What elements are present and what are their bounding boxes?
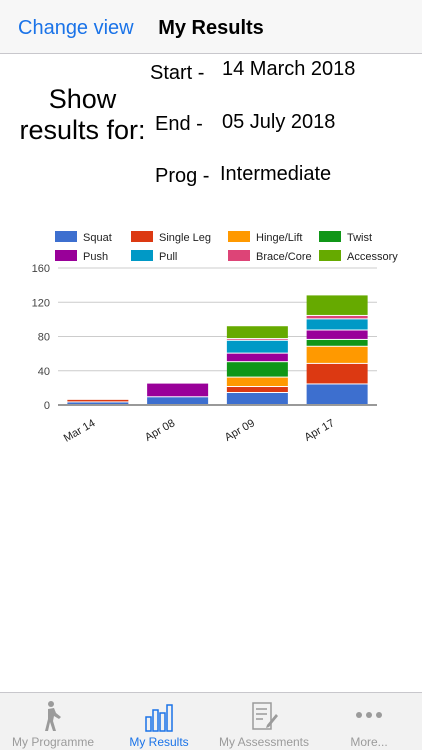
bar-segment	[306, 346, 368, 363]
results-chart-container: Squat Single Leg Hinge/Lift Twist Push Pull Br…	[0, 220, 422, 460]
y-tick-label: 120	[32, 297, 50, 309]
end-label: End -	[155, 113, 203, 135]
x-tick-label: Mar 14	[62, 417, 98, 445]
legend-label: Hinge/Lift	[256, 232, 302, 244]
tab-label-my-assessments: My Assessments	[218, 735, 310, 749]
tab-label-my-programme: My Programme	[11, 735, 94, 749]
bar-segment	[67, 399, 129, 402]
legend-swatch	[55, 231, 77, 242]
show-label-line2: results for:	[19, 115, 146, 145]
start-date-field[interactable]: 14 March 2018	[222, 58, 356, 80]
legend-swatch	[55, 250, 77, 261]
legend-swatch	[131, 250, 153, 261]
bar-segment	[226, 340, 288, 353]
bar-segment	[226, 387, 288, 393]
legend-label: Accessory	[347, 251, 398, 263]
show-results-label: Show results for:	[10, 84, 155, 146]
bar-segment	[306, 330, 368, 339]
tab-my-programme[interactable]: My Programme	[0, 693, 106, 751]
start-label: Start -	[150, 62, 205, 84]
bar-segment	[147, 397, 209, 404]
legend-label: Single Leg	[159, 232, 211, 244]
clipboard-edit-icon	[252, 702, 278, 730]
end-date-field[interactable]: 05 July 2018	[222, 111, 336, 133]
tab-more[interactable]: More...	[316, 693, 422, 751]
tab-label-my-results: My Results	[129, 735, 189, 749]
bar-segment	[67, 402, 129, 404]
legend-label: Squat	[83, 232, 112, 244]
bar-segment	[226, 326, 288, 339]
legend-label: Brace/Core	[256, 251, 312, 263]
x-tick-label: Apr 09	[223, 417, 257, 444]
tab-my-assessments[interactable]: My Assessments	[212, 693, 316, 751]
tab-label-more: More...	[350, 735, 388, 749]
more-dots-icon	[356, 712, 382, 718]
tab-my-results[interactable]: My Results	[106, 693, 212, 751]
navigation-bar: Change view My Results	[0, 0, 422, 54]
legend-label: Pull	[159, 251, 177, 263]
programme-field[interactable]: Intermediate	[220, 163, 332, 185]
tab-bar: My Programme My Results My Assessments M…	[0, 692, 422, 750]
legend-label: Twist	[347, 232, 372, 244]
results-chart: Squat Single Leg Hinge/Lift Twist Push Pull Br…	[32, 231, 398, 445]
person-exercise-icon	[45, 701, 61, 731]
bar-segment	[306, 319, 368, 330]
bar-segment	[226, 339, 288, 340]
page-title: My Results	[0, 17, 422, 40]
x-tick-label: Apr 17	[303, 417, 337, 444]
x-tick-label: Apr 08	[143, 417, 177, 444]
legend-swatch	[228, 231, 250, 242]
bar-segment	[306, 315, 368, 319]
legend-swatch	[319, 231, 341, 242]
bar-segment	[226, 362, 288, 377]
bar-chart-icon	[145, 704, 173, 732]
legend-swatch	[228, 250, 250, 261]
legend-label: Push	[83, 251, 108, 263]
bar-segment	[306, 384, 368, 404]
y-tick-label: 0	[44, 400, 50, 412]
y-tick-label: 80	[38, 332, 50, 344]
page-title-text: My Results	[158, 17, 264, 39]
bar-segment	[147, 383, 209, 397]
legend-swatch	[131, 231, 153, 242]
bar-segment	[306, 363, 368, 384]
bar-segment	[226, 353, 288, 362]
y-tick-label: 40	[38, 366, 50, 378]
show-label-line1: Show	[48, 84, 117, 114]
bar-segment	[306, 295, 368, 315]
y-tick-label: 160	[32, 263, 50, 275]
change-view-button[interactable]: Change view	[18, 17, 134, 39]
bar-segment	[226, 393, 288, 404]
prog-label: Prog -	[155, 165, 210, 187]
legend-swatch	[319, 250, 341, 261]
bar-segment	[306, 339, 368, 346]
bar-segment	[226, 377, 288, 387]
